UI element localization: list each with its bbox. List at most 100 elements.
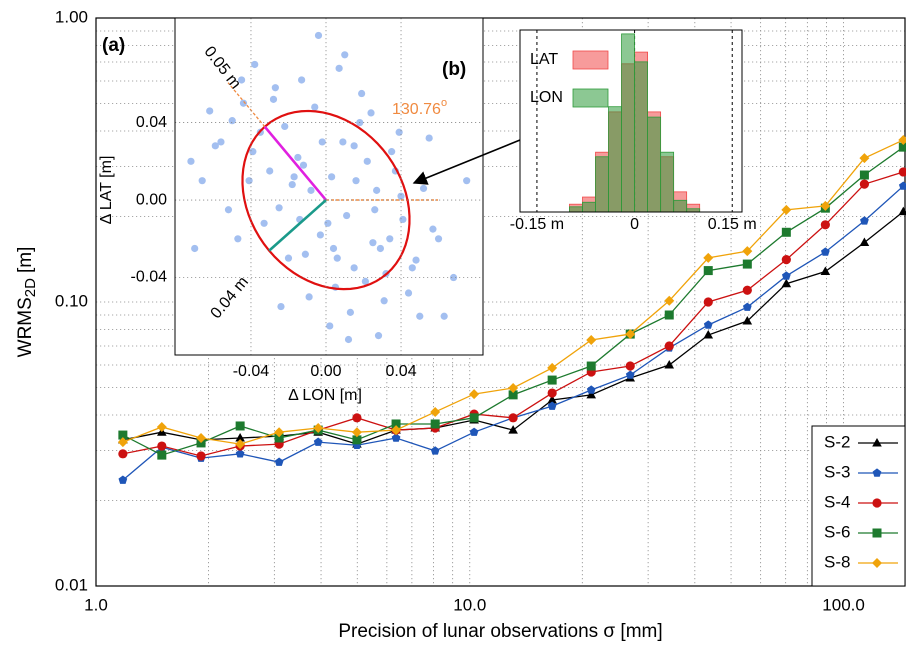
scatter-point [346, 308, 354, 316]
scatter-point [395, 128, 403, 136]
marker [859, 153, 870, 164]
marker [196, 451, 206, 461]
scatter-point [234, 235, 242, 243]
y-tick-label: 0.00 [136, 191, 167, 208]
x-axis-title: Precision of lunar observations σ [mm] [338, 621, 662, 642]
scatter-point [245, 177, 253, 185]
marker [898, 142, 906, 152]
marker [859, 170, 869, 180]
scatter-point [380, 297, 388, 305]
scatter-point [260, 219, 268, 227]
inset-background [175, 18, 483, 355]
legend-label: LAT [530, 51, 558, 68]
scatter-point [434, 235, 443, 243]
scatter-point [299, 161, 308, 169]
scatter-point [217, 138, 225, 146]
inset-clip [187, 31, 471, 344]
marker [664, 341, 674, 351]
marker [508, 390, 518, 400]
scatter-point [397, 192, 405, 200]
scatter-point [419, 184, 428, 193]
marker [430, 406, 441, 417]
scatter-point [363, 157, 371, 165]
marker [313, 437, 323, 446]
y-tick-label: 0.04 [136, 114, 167, 131]
marker [351, 427, 362, 438]
histogram-bar [647, 116, 662, 213]
x-tick-label: 10.0 [453, 595, 486, 614]
angle-label: 130.76o [392, 97, 447, 118]
scatter-point [408, 264, 416, 272]
marker [625, 329, 636, 340]
scatter-point [198, 177, 206, 185]
scatter-point [333, 254, 341, 262]
angle-value: 130.76 [392, 101, 441, 118]
marker [118, 475, 128, 484]
scatter-point [328, 173, 336, 181]
legend-swatch [572, 50, 609, 70]
legend-swatch [572, 88, 609, 108]
marker [664, 360, 675, 369]
semi-major-extension [227, 82, 266, 128]
marker [781, 255, 791, 265]
marker [872, 558, 882, 568]
histogram-bar [673, 199, 688, 213]
legend-label: S-2 [824, 432, 850, 451]
marker [430, 446, 440, 455]
y-tick-label: 0.10 [55, 291, 88, 310]
scatter-point [316, 231, 324, 239]
histogram-bar [595, 156, 609, 213]
scatter-point [307, 186, 315, 194]
scatter-point [239, 99, 248, 107]
marker [118, 430, 128, 440]
marker [508, 413, 518, 423]
x-axis-title: Δ LON [m] [288, 387, 362, 404]
scatter-point [249, 148, 257, 156]
legend-label: S-4 [824, 492, 850, 511]
x-tick-label: 0.00 [310, 363, 341, 380]
marker [391, 425, 402, 436]
scatter-point [374, 332, 383, 340]
scatter-point [187, 157, 195, 165]
marker [274, 457, 284, 466]
scatter-point [449, 273, 458, 282]
scatter-point [367, 109, 375, 117]
marker [703, 266, 713, 276]
marker [391, 419, 401, 429]
scatter-point [314, 31, 323, 40]
scatter-point [429, 225, 437, 233]
marker [547, 401, 557, 410]
marker [547, 388, 557, 398]
marker [235, 421, 245, 431]
scatter-point [281, 122, 289, 131]
panel-label: (a) [102, 35, 125, 56]
scatter-point [386, 235, 394, 243]
x-tick-label: 1.0 [84, 595, 108, 614]
marker [859, 179, 870, 189]
scatter-point [206, 107, 214, 115]
legend-label: LON [530, 89, 563, 106]
histogram-bar [660, 151, 675, 213]
scatter-point [344, 335, 353, 344]
marker [235, 449, 245, 458]
marker [313, 423, 324, 434]
marker [781, 271, 791, 280]
scatter-point [339, 138, 347, 146]
x-tick-label: -0.15 m [510, 216, 564, 233]
scatter-point [373, 186, 381, 194]
marker [872, 528, 882, 538]
error-ellipse [241, 109, 411, 291]
marker [196, 432, 207, 443]
legend-box [811, 425, 906, 587]
scatter-point [237, 76, 246, 84]
marker [586, 361, 596, 371]
scatter-point [352, 177, 360, 185]
scatter-point [311, 103, 319, 111]
scatter-point [269, 95, 278, 103]
inset-frame [519, 29, 743, 213]
marker [664, 295, 675, 306]
scatter-point [284, 254, 293, 262]
scatter-point [416, 312, 424, 320]
scatter-point [228, 117, 236, 125]
marker [157, 450, 167, 460]
